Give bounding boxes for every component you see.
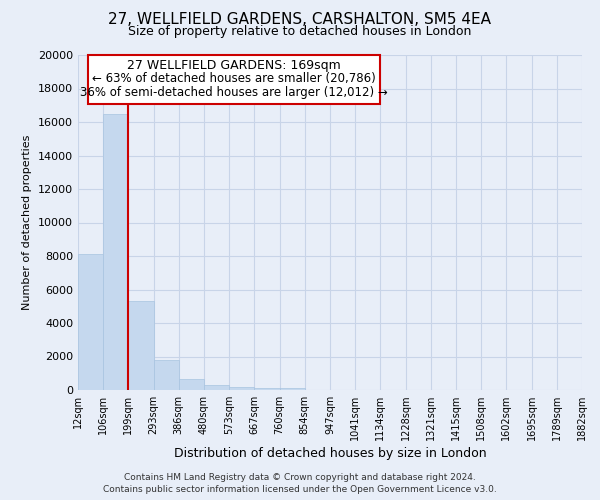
Bar: [280, 388, 305, 390]
Bar: [204, 385, 229, 390]
Bar: [78, 254, 103, 390]
Text: ← 63% of detached houses are smaller (20,786): ← 63% of detached houses are smaller (20…: [92, 72, 376, 86]
FancyBboxPatch shape: [88, 55, 380, 104]
Text: 36% of semi-detached houses are larger (12,012) →: 36% of semi-detached houses are larger (…: [80, 86, 388, 99]
Y-axis label: Number of detached properties: Number of detached properties: [22, 135, 32, 310]
Text: 27 WELLFIELD GARDENS: 169sqm: 27 WELLFIELD GARDENS: 169sqm: [127, 59, 341, 72]
Text: Size of property relative to detached houses in London: Size of property relative to detached ho…: [128, 25, 472, 38]
X-axis label: Distribution of detached houses by size in London: Distribution of detached houses by size …: [173, 448, 487, 460]
Bar: [179, 379, 204, 390]
Bar: [128, 301, 154, 390]
Text: Contains HM Land Registry data © Crown copyright and database right 2024.
Contai: Contains HM Land Registry data © Crown c…: [103, 472, 497, 494]
Bar: [254, 388, 280, 390]
Bar: [103, 114, 128, 390]
Bar: [229, 386, 254, 390]
Bar: [154, 360, 179, 390]
Text: 27, WELLFIELD GARDENS, CARSHALTON, SM5 4EA: 27, WELLFIELD GARDENS, CARSHALTON, SM5 4…: [109, 12, 491, 28]
